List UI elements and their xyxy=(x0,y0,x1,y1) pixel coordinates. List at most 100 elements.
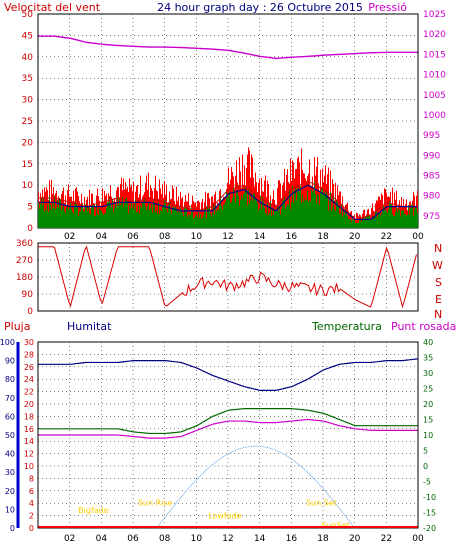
temperature-tick-label: 5 xyxy=(423,447,428,456)
y2-tick-label: 1000 xyxy=(423,111,446,121)
rain-tick-label: 10 xyxy=(24,462,34,471)
y-tick-label: 0 xyxy=(27,224,33,234)
dewpoint-line xyxy=(38,418,418,439)
event-label: SunSet xyxy=(321,521,349,530)
wind-pressure-series xyxy=(38,35,418,228)
y-tick-label: 0 xyxy=(27,307,33,317)
y-tick-label: 25 xyxy=(22,117,33,127)
x-tick-label: 12 xyxy=(222,534,233,544)
x-tick-label: 20 xyxy=(349,232,361,242)
temperature-tick-label: 0 xyxy=(423,462,428,471)
temperature-tick-label: 30 xyxy=(423,369,433,378)
humidity-tick-label: 50 xyxy=(5,431,15,440)
compass-label: E xyxy=(435,293,442,306)
temperature-tick-label: -5 xyxy=(423,478,431,487)
humidity-tick-label: 70 xyxy=(5,394,15,403)
y2-tick-label: 995 xyxy=(423,131,440,141)
humidity-label: Humitat xyxy=(67,320,112,333)
y2-tick-label: 1020 xyxy=(423,30,446,40)
rain-tick-label: 26 xyxy=(24,363,34,372)
rain-tick-label: 24 xyxy=(24,375,34,384)
x-tick-label: 06 xyxy=(127,232,139,242)
x-tick-label: 04 xyxy=(96,534,108,544)
y-tick-label: 270 xyxy=(16,256,33,266)
y-tick-label: 30 xyxy=(22,96,34,106)
y2-tick-label: 980 xyxy=(423,192,440,202)
y2-tick-label: 985 xyxy=(423,172,440,182)
event-label: Lowfade xyxy=(208,512,242,521)
compass-label: W xyxy=(432,259,443,272)
x-tick-label: 00 xyxy=(412,534,424,544)
humidity-tick-label: 0 xyxy=(10,524,15,533)
y2-tick-label: 1025 xyxy=(423,10,446,20)
temperature-tick-label: 40 xyxy=(423,338,433,347)
x-tick-label: 10 xyxy=(191,232,203,242)
y-tick-label: 50 xyxy=(22,10,34,20)
x-tick-label: 16 xyxy=(286,534,298,544)
temperature-label: Temperatura xyxy=(311,320,382,333)
wind-average-line xyxy=(38,184,418,221)
x-tick-label: 12 xyxy=(222,232,233,242)
y2-tick-label: 990 xyxy=(423,151,440,161)
rain-tick-label: 28 xyxy=(24,350,34,359)
y-tick-label: 90 xyxy=(22,290,34,300)
x-tick-label: 22 xyxy=(381,232,392,242)
humidity-tick-label: 60 xyxy=(5,412,15,421)
humidity-tick-label: 30 xyxy=(5,468,15,477)
rain-tick-label: 4 xyxy=(29,499,34,508)
rain-tick-label: 22 xyxy=(24,388,34,397)
x-tick-label: 08 xyxy=(159,232,171,242)
pressure-title: Pressió xyxy=(368,1,407,14)
x-tick-label: 14 xyxy=(254,232,266,242)
y-tick-label: 35 xyxy=(22,74,33,84)
humidity-tick-label: 10 xyxy=(5,505,15,514)
humidity-line xyxy=(38,358,418,391)
temperature-tick-label: 20 xyxy=(423,400,433,409)
humidity-tick-label: 100 xyxy=(0,338,15,347)
y-tick-label: 15 xyxy=(22,160,33,170)
wind-direction-line xyxy=(38,245,417,309)
y2-tick-label: 1015 xyxy=(423,50,446,60)
wind-direction-series xyxy=(38,245,417,309)
y-tick-label: 5 xyxy=(27,203,33,213)
humidity-tick-label: 40 xyxy=(5,450,15,459)
temperature-tick-label: 35 xyxy=(423,354,433,363)
pressure-line xyxy=(38,35,418,60)
y-tick-label: 20 xyxy=(22,138,34,148)
x-tick-label: 06 xyxy=(127,534,139,544)
graph-title: 24 hour graph day : 26 Octubre 2015 xyxy=(157,1,363,14)
rain-tick-label: 20 xyxy=(24,400,34,409)
rain-tick-label: 2 xyxy=(29,512,34,521)
rain-tick-label: 14 xyxy=(24,437,34,446)
temperature-tick-label: 25 xyxy=(423,385,433,394)
x-tick-label: 04 xyxy=(96,232,108,242)
y2-tick-label: 1005 xyxy=(423,91,446,101)
axis-labels: 0202040406060808101012121414161618182020… xyxy=(0,10,446,544)
temperature-tick-label: 10 xyxy=(423,431,433,440)
compass-label: S xyxy=(435,276,442,289)
x-tick-label: 02 xyxy=(64,534,75,544)
rain-label: Pluja xyxy=(4,320,30,333)
compass-label: N xyxy=(434,242,442,255)
temperature-tick-label: -20 xyxy=(423,524,436,533)
x-tick-label: 16 xyxy=(286,232,298,242)
rain-tick-label: 8 xyxy=(29,474,34,483)
rain-tick-label: 6 xyxy=(29,487,34,496)
rain-tick-label: 30 xyxy=(24,338,34,347)
x-tick-label: 10 xyxy=(191,534,203,544)
x-tick-label: 08 xyxy=(159,534,171,544)
y-tick-label: 180 xyxy=(16,273,33,283)
compass-labels: N W S E N xyxy=(432,242,443,321)
humidity-tick-label: 80 xyxy=(5,375,15,384)
x-tick-label: 20 xyxy=(349,534,361,544)
humidity-tick-label: 90 xyxy=(5,357,15,366)
x-tick-label: 18 xyxy=(317,534,329,544)
y2-tick-label: 1010 xyxy=(423,71,446,81)
rain-tick-label: 18 xyxy=(24,412,34,421)
rain-tick-label: 0 xyxy=(29,524,34,533)
x-tick-label: 22 xyxy=(381,534,392,544)
y-tick-label: 360 xyxy=(16,239,33,249)
compass-label: N xyxy=(434,308,442,321)
wind-speed-title: Velocitat del vent xyxy=(4,1,101,14)
